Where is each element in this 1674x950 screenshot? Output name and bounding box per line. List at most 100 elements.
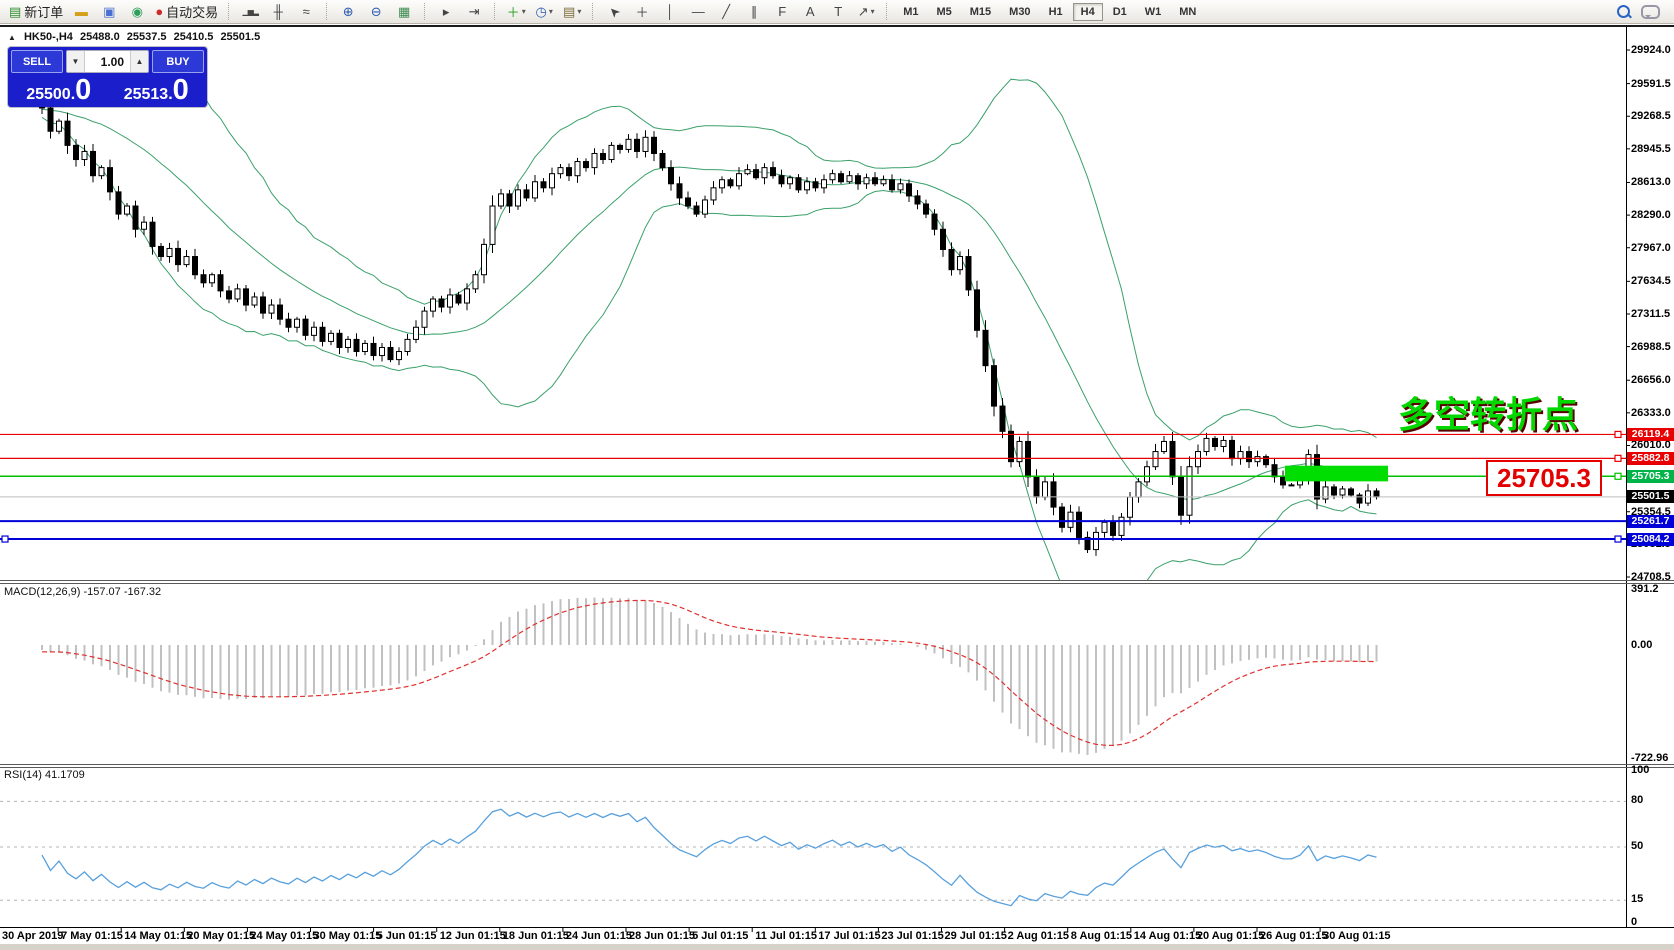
hline-handle-26119.4-right[interactable] xyxy=(1614,430,1622,439)
search-icon[interactable] xyxy=(1617,4,1632,19)
shapes-icon: ↗ xyxy=(857,3,869,19)
timeframe-h4-button[interactable]: H4 xyxy=(1072,2,1103,21)
label-icon: T xyxy=(834,4,843,19)
hline-handle-25705.3-right[interactable] xyxy=(1614,472,1622,480)
time-axis-label: 20 May 01:15 xyxy=(187,930,256,942)
hline-price-label-25261.7: 25261.7 xyxy=(1627,514,1674,528)
toolbar-separator xyxy=(326,3,328,20)
zoom-in-icon: ⊕ xyxy=(342,3,354,19)
periods-icon: ◷ xyxy=(535,3,547,19)
rsi-axis-label: 80 xyxy=(1631,794,1644,807)
sell-button[interactable]: SELL xyxy=(11,50,63,73)
sell-price-main: 25500 xyxy=(26,86,71,103)
main-toolbar: ▤ 新订单 ▬ ▣ ◉ ● 自动交易 ▁▅▂ ╫ ≈ ⊕ ⊖ ▦ ▸ ⇥ ＋ ▾ ◷ ▾ ▤ ▾ ➤ ＋ │ — ╱ ∥ F A T ↗ ▾ M… xyxy=(0,0,1674,24)
candlestick-chart-button[interactable]: ╫ xyxy=(265,2,291,22)
timeframe-m30-button[interactable]: M30 xyxy=(1009,5,1031,18)
buy-button[interactable]: BUY xyxy=(152,50,204,73)
green-zone-rectangle[interactable] xyxy=(1285,465,1388,482)
line-chart-button[interactable]: ≈ xyxy=(293,2,319,22)
hline-price-label-25084.2: 25084.2 xyxy=(1627,532,1674,546)
zoom-in-button[interactable]: ⊕ xyxy=(335,2,361,22)
volume-decrease-button[interactable]: ▼ xyxy=(67,51,85,72)
indicators-button-dropdown-icon[interactable]: ▾ xyxy=(521,7,526,16)
main-price-pane xyxy=(39,62,1380,580)
indicators-button[interactable]: ＋ ▾ xyxy=(503,2,529,22)
toolbar-separator xyxy=(424,3,426,20)
terminal-icon[interactable]: ▣ xyxy=(96,2,122,22)
hline-price-label-25501.5: 25501.5 xyxy=(1627,490,1674,504)
timeframe-h1-button[interactable]: H1 xyxy=(1048,5,1063,18)
volume-value[interactable]: 1.00 xyxy=(100,54,124,69)
chart-shift-button[interactable]: ⇥ xyxy=(461,2,487,22)
channel-button[interactable]: ∥ xyxy=(741,2,767,22)
timeframe-m1-button[interactable]: M1 xyxy=(903,5,919,18)
new-order-icon: ▤ xyxy=(9,3,22,19)
timeframe-m5-button[interactable]: M5 xyxy=(936,5,952,18)
timeframe-d1-button[interactable]: D1 xyxy=(1112,5,1127,18)
rsi-indicator-label: RSI(14) 41.1709 xyxy=(4,769,85,781)
buy-price-main: 25513 xyxy=(123,86,169,103)
toolbar-separator xyxy=(494,3,496,20)
price-axis-tick: 26010.0 xyxy=(1631,439,1671,452)
low-value: 25410.5 xyxy=(173,31,214,43)
price-axis-tick: 29268.5 xyxy=(1631,110,1671,123)
time-axis-label: 8 Aug 01:15 xyxy=(1070,930,1133,942)
time-axis-label: 5 Jun 01:15 xyxy=(376,930,437,942)
cursor-button[interactable]: ➤ xyxy=(601,2,627,22)
timeframe-w1-button[interactable]: W1 xyxy=(1144,5,1162,18)
periods-button-dropdown-icon[interactable]: ▾ xyxy=(548,7,553,16)
price-divider xyxy=(106,73,109,104)
bar-chart-button[interactable]: ▁▅▂ xyxy=(237,2,263,22)
signals-icon-icon: ◉ xyxy=(131,3,143,19)
new-order-button[interactable]: ▤ 新订单 xyxy=(6,2,66,22)
vertical-line-button[interactable]: │ xyxy=(657,2,683,22)
crosshair-button[interactable]: ＋ xyxy=(629,2,655,22)
hline-handle-25084.2-right[interactable] xyxy=(1614,535,1622,543)
fibonacci-icon: F xyxy=(778,4,787,19)
zoom-out-button[interactable]: ⊖ xyxy=(363,2,389,22)
time-axis[interactable]: 30 Apr 2019 7 May 01:15 14 May 01:15 20 May… xyxy=(0,930,1674,945)
sell-price[interactable]: 25500 . 0 xyxy=(11,73,107,105)
periods-button[interactable]: ◷ ▾ xyxy=(531,2,557,22)
volume-increase-button[interactable]: ▲ xyxy=(130,51,148,72)
shapes-button[interactable]: ↗ ▾ xyxy=(853,2,879,22)
buy-price-big-digit: 0 xyxy=(172,74,189,107)
tile-windows-button[interactable]: ▦ xyxy=(391,2,417,22)
fibonacci-button[interactable]: F xyxy=(769,2,795,22)
price-axis-tick: 27967.0 xyxy=(1631,241,1671,254)
buy-price-point: . xyxy=(168,86,173,103)
signals-icon[interactable]: ◉ xyxy=(124,2,150,22)
volume-stepper: ▼ 1.00 ▲ xyxy=(66,50,149,73)
label-button[interactable]: T xyxy=(825,2,851,22)
turning-point-annotation[interactable]: 多空转折点 xyxy=(1398,394,1579,435)
hline-handle-25882.8-right[interactable] xyxy=(1614,454,1622,462)
price-callout-label[interactable]: 25705.3 xyxy=(1486,460,1602,496)
rsi-axis-label: 100 xyxy=(1631,764,1650,776)
collapse-ohlc-icon[interactable]: ▲ xyxy=(8,33,16,42)
close-value: 25501.5 xyxy=(220,31,261,43)
auto-scroll-button[interactable]: ▸ xyxy=(433,2,459,22)
chat-icon[interactable] xyxy=(1641,4,1660,19)
macd-indicator-label: MACD(12,26,9) -157.07 -167.32 xyxy=(4,586,162,598)
high-value: 25537.5 xyxy=(126,31,167,43)
horizontal-line-button[interactable]: — xyxy=(685,2,711,22)
buy-price[interactable]: 25513 . 0 xyxy=(109,73,205,107)
templates-button[interactable]: ▤ ▾ xyxy=(559,2,585,22)
rsi-axis-label: 50 xyxy=(1631,840,1644,852)
templates-button-dropdown-icon[interactable]: ▾ xyxy=(577,7,582,16)
price-axis-tick: 28945.5 xyxy=(1631,142,1671,155)
shapes-button-dropdown-icon[interactable]: ▾ xyxy=(870,7,875,16)
autotrading-button[interactable]: ● 自动交易 xyxy=(152,2,221,22)
text-button[interactable]: A xyxy=(797,2,823,22)
hline-price-label-25705.3: 25705.3 xyxy=(1627,469,1674,483)
templates-icon: ▤ xyxy=(563,3,576,19)
hline-handle-25084.2-left[interactable] xyxy=(1,535,9,543)
gold-icon[interactable]: ▬ xyxy=(68,2,94,22)
trendline-button[interactable]: ╱ xyxy=(713,2,739,22)
trendline-icon: ╱ xyxy=(722,3,731,19)
time-axis-label: 14 Aug 01:15 xyxy=(1133,930,1202,942)
timeframe-m15-button[interactable]: M15 xyxy=(969,5,992,18)
bollinger-middle-band xyxy=(41,108,1377,501)
timeframe-mn-button[interactable]: MN xyxy=(1179,5,1197,18)
text-icon: A xyxy=(805,4,815,19)
